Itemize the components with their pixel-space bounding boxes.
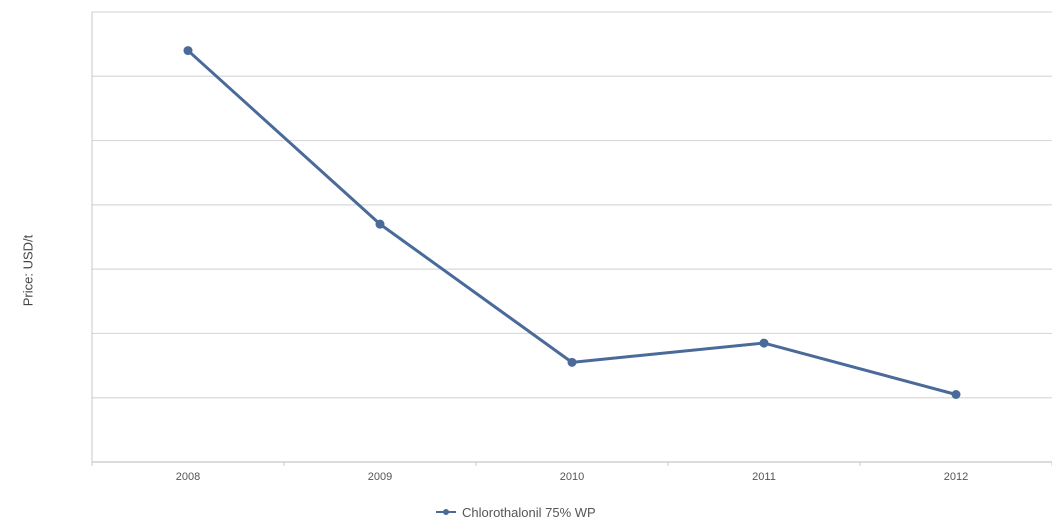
y-axis-label: Price: USD/t [20,234,36,306]
x-tick-label: 2011 [752,471,776,483]
data-point [375,219,385,229]
x-tick-label: 2009 [368,471,392,483]
y-axis-label-container: Price: USD/t [8,140,48,400]
series-line [186,49,957,396]
legend-marker [443,509,449,515]
legend-label: Chlorothalonil 75% WP [462,504,596,520]
x-tick-label: 2012 [944,471,968,483]
legend-swatch-icon [434,506,458,518]
legend[interactable]: Chlorothalonil 75% WP [434,503,596,521]
x-tick-label: 2008 [176,471,200,483]
data-point [759,338,769,348]
data-point [951,390,961,399]
x-tick-label: 2010 [560,471,584,483]
data-point [567,357,577,367]
data-point [183,46,193,56]
